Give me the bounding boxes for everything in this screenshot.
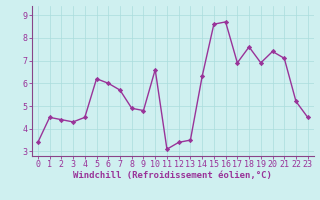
X-axis label: Windchill (Refroidissement éolien,°C): Windchill (Refroidissement éolien,°C) [73, 171, 272, 180]
